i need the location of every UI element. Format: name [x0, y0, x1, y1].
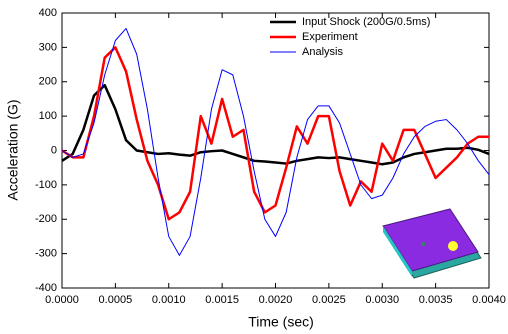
- x-tick-label: 0.0015: [205, 294, 239, 306]
- legend-label: Experiment: [302, 31, 358, 43]
- y-tick-label: 100: [39, 110, 57, 122]
- chart: Time (sec) Acceleration (G) -400 -300 -200…: [0, 0, 508, 334]
- data-line: [62, 47, 489, 219]
- x-tick-label: 0.0040: [472, 294, 506, 306]
- legend-label: Input Shock (200G/0.5ms): [302, 16, 430, 28]
- x-tick-label: 0.0025: [312, 294, 346, 306]
- y-tick-label: -100: [35, 179, 57, 191]
- inset-device: [383, 209, 481, 278]
- legend-label: Analysis: [302, 46, 343, 58]
- y-axis-title: Acceleration (G): [5, 99, 21, 200]
- y-tick-label: -400: [35, 282, 57, 294]
- y-tick-label: -200: [35, 213, 57, 225]
- y-tick-label: 300: [39, 41, 57, 53]
- x-tick-label: 0.0020: [259, 294, 293, 306]
- x-axis-title: Time (sec): [248, 314, 314, 330]
- y-tick-label: 400: [39, 7, 57, 19]
- x-tick-label: 0.0005: [99, 294, 133, 306]
- x-tick-label: 0.0035: [419, 294, 453, 306]
- x-tick-label: 0.0000: [45, 294, 79, 306]
- x-tick-label: 0.0010: [152, 294, 186, 306]
- x-tick-label: 0.0030: [365, 294, 399, 306]
- y-tick-label: 200: [39, 76, 57, 88]
- y-tick-label: 0: [51, 144, 57, 156]
- y-tick-label: -300: [35, 248, 57, 260]
